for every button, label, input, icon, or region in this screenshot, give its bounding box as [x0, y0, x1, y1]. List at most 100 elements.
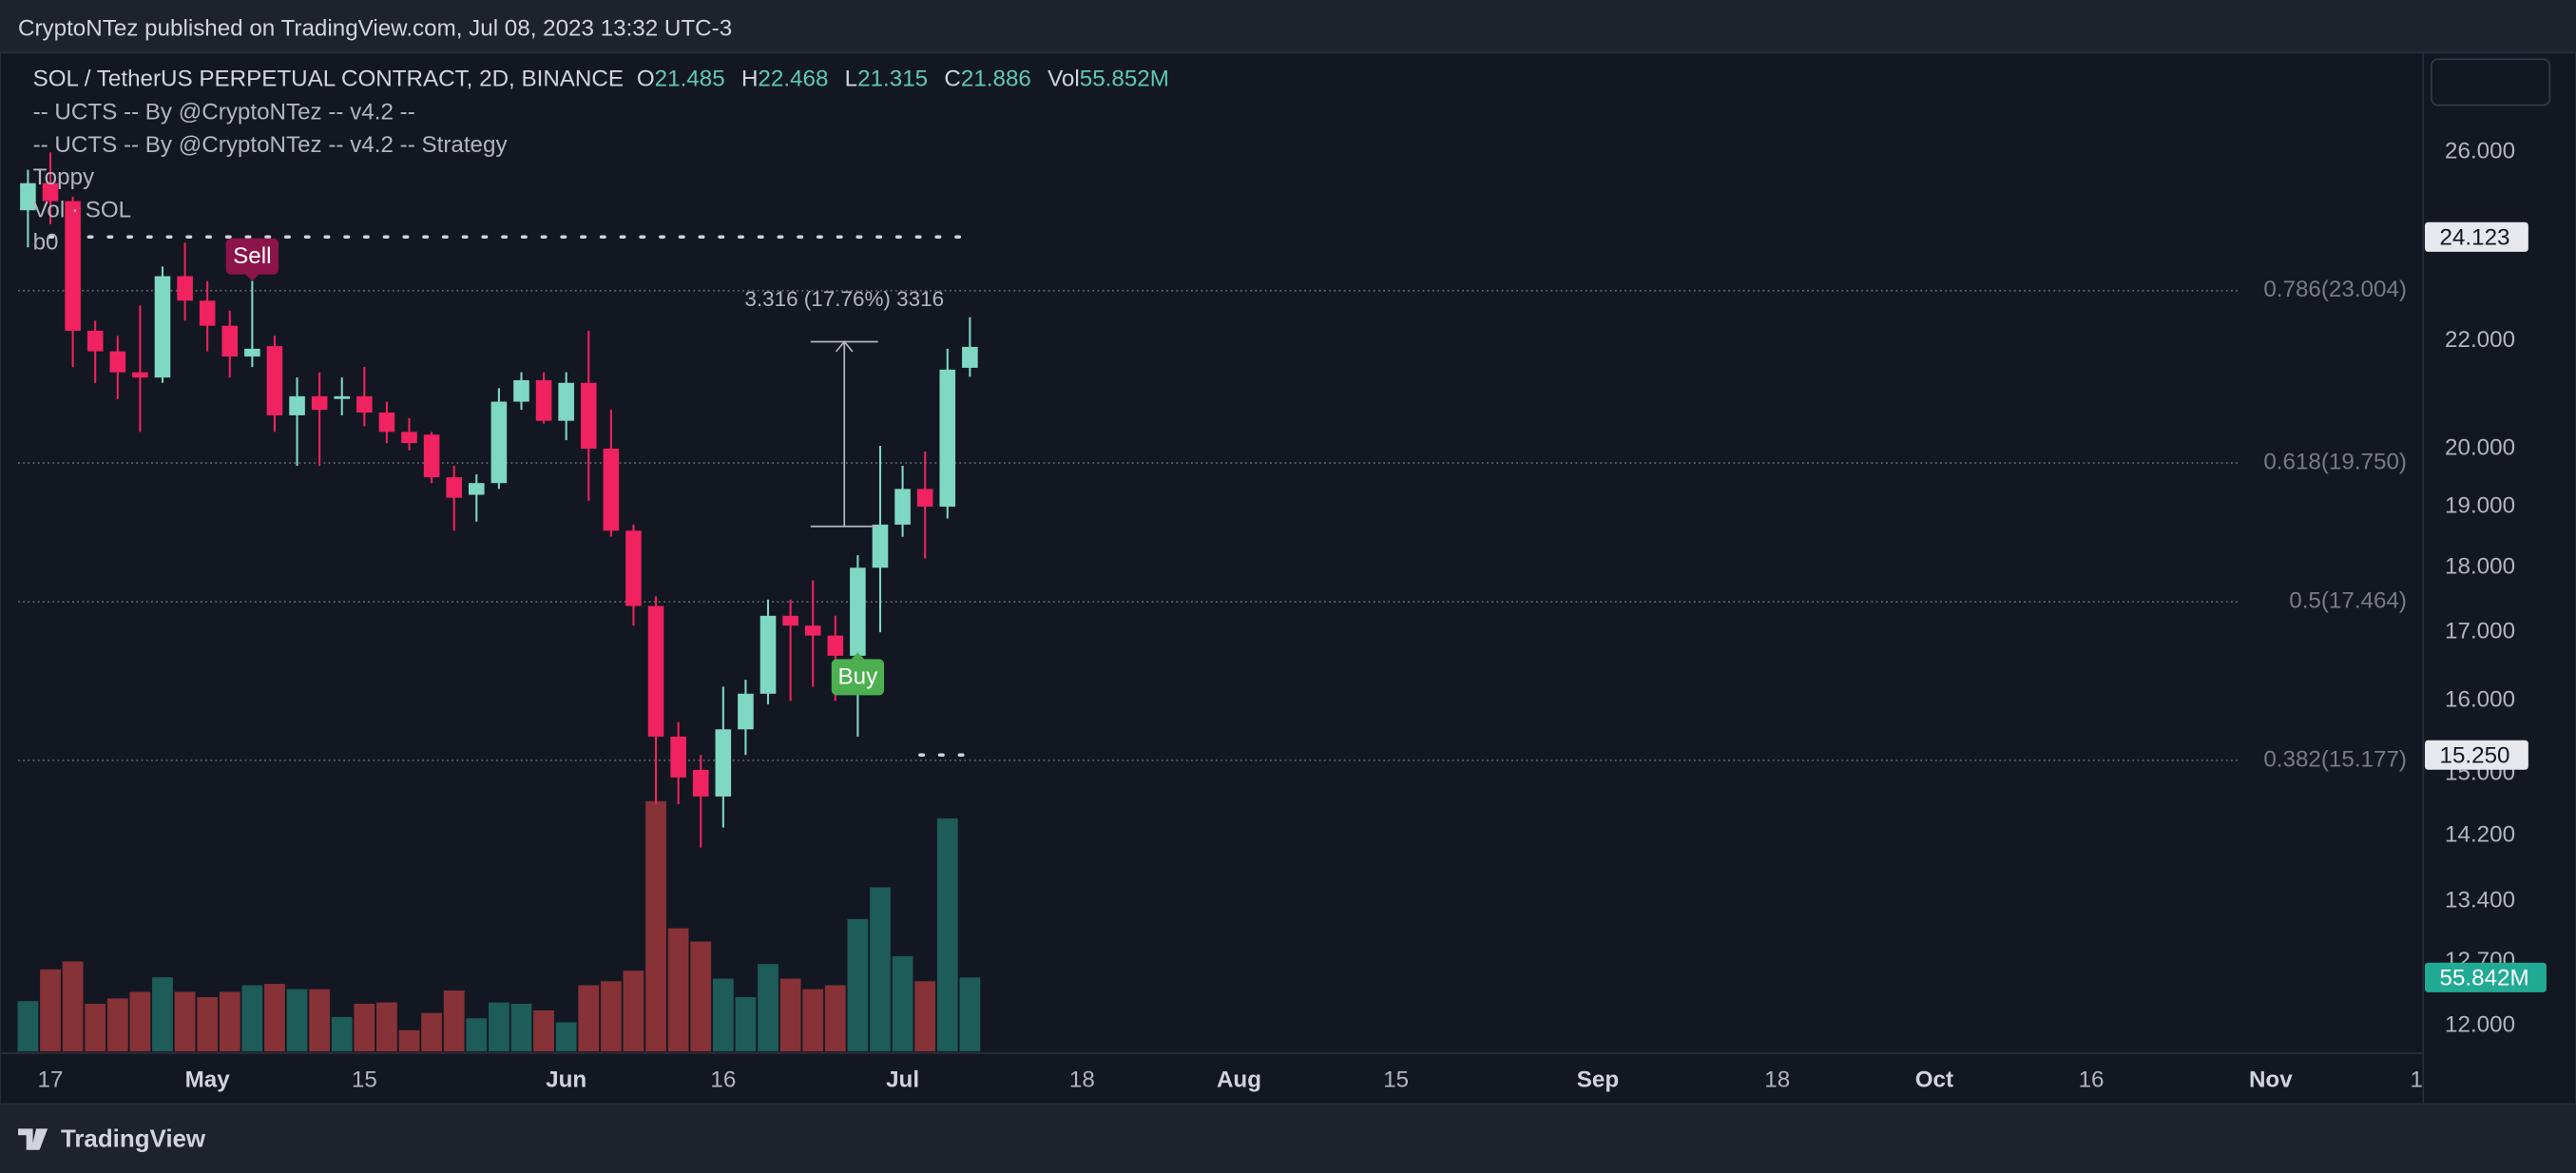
- signal-label: Sell: [233, 243, 271, 269]
- candle-body: [782, 615, 798, 626]
- candle-body: [87, 330, 104, 352]
- volume-bar: [443, 990, 465, 1052]
- candle-body: [872, 524, 889, 568]
- volume-bar: [398, 1029, 420, 1052]
- volume-bar: [62, 961, 84, 1052]
- volume-bar: [712, 978, 734, 1052]
- legend-title: SOL / TetherUS PERPETUAL CONTRACT, 2D, B…: [33, 67, 624, 92]
- volume-bar: [914, 981, 936, 1052]
- candle-body: [109, 351, 126, 373]
- volume-bar: [331, 1016, 353, 1052]
- volume-bar: [735, 997, 757, 1052]
- indicator-label: Toppy: [33, 164, 95, 190]
- candle-body: [356, 395, 373, 413]
- volume-bar: [555, 1022, 577, 1052]
- y-tick-label: 16.000: [2445, 687, 2515, 713]
- volume-bar: [85, 1003, 106, 1052]
- legend-value: 21.485: [655, 67, 725, 92]
- measure-label: 3.316 (17.76%) 3316: [744, 287, 944, 311]
- volume-bar: [802, 989, 824, 1052]
- plot-area: [17, 152, 2238, 1052]
- price-axis-tag: [2424, 221, 2528, 252]
- candle-body: [738, 693, 754, 730]
- x-tick-label: 16: [2079, 1067, 2105, 1093]
- candle-body: [670, 736, 686, 778]
- candle-body: [154, 276, 171, 378]
- y-tick-label: 13.400: [2445, 887, 2515, 913]
- indicator-label: Vol · SOL: [33, 197, 132, 222]
- volume-bar: [623, 971, 644, 1052]
- candle-body: [378, 413, 395, 433]
- y-tick-label: 19.000: [2445, 492, 2515, 518]
- x-tick-label: Jul: [886, 1067, 919, 1093]
- volume-bar: [264, 984, 285, 1052]
- candle-body: [266, 346, 283, 415]
- volume-bar: [219, 991, 240, 1052]
- volume-bar: [847, 918, 869, 1052]
- x-tick-label: Nov: [2249, 1067, 2293, 1093]
- volume-bar: [690, 941, 712, 1052]
- signal-box: [225, 238, 279, 275]
- volume-bar: [197, 997, 219, 1052]
- volume-bar: [667, 928, 689, 1052]
- candle-body: [625, 530, 642, 606]
- y-tick-label: 20.000: [2445, 434, 2515, 460]
- volume-bar: [824, 985, 846, 1052]
- volume-bar: [106, 998, 128, 1052]
- candle-body: [221, 325, 239, 357]
- legend-key: C: [944, 67, 960, 92]
- x-tick-label: Aug: [1217, 1067, 1261, 1093]
- candle-body: [244, 348, 260, 357]
- fib-label: 0.618(19.750): [2263, 449, 2407, 474]
- y-tick-label: 12.000: [2445, 1011, 2515, 1037]
- scale-button[interactable]: [2431, 58, 2551, 106]
- volume-bar: [510, 1003, 532, 1052]
- volume-bar: [376, 1002, 397, 1052]
- x-tick-label: Sep: [1577, 1067, 1619, 1093]
- candle-body: [199, 300, 216, 326]
- volume-bar: [129, 991, 151, 1052]
- x-tick-label: 18: [1764, 1067, 1790, 1093]
- volume-bar: [174, 991, 196, 1052]
- volume-bar: [40, 969, 61, 1052]
- volume-bar: [892, 955, 913, 1052]
- volume-bar: [533, 1010, 554, 1052]
- candle-body: [468, 483, 485, 495]
- legend: SOL / TetherUS PERPETUAL CONTRACT, 2D, B…: [33, 67, 1169, 92]
- volume-bar: [488, 1002, 509, 1052]
- volume-axis-tag-label: 55.842M: [2440, 965, 2529, 990]
- volume-bar: [779, 978, 801, 1052]
- volume-bar: [870, 887, 891, 1052]
- volume-bar: [578, 985, 600, 1052]
- candle-body: [446, 477, 462, 498]
- volume-axis-tag: [2424, 962, 2547, 992]
- candle-body: [289, 395, 305, 415]
- candle-body: [647, 606, 664, 737]
- legend-key: H: [741, 67, 758, 92]
- chart-panel: [0, 51, 2576, 1106]
- candle-body: [580, 382, 597, 450]
- candle-body: [401, 432, 417, 444]
- candle-body: [759, 615, 777, 694]
- legend-value: 21.315: [857, 67, 928, 92]
- legend-key: L: [845, 67, 857, 92]
- candle-body: [715, 729, 732, 797]
- legend-key: Vol: [1048, 67, 1080, 92]
- tradingview-logo: TradingView: [18, 1125, 206, 1152]
- signal-box: [831, 659, 885, 696]
- publish-info: CryptoNTez published on TradingView.com,…: [18, 15, 732, 41]
- x-tick-label: 15: [1383, 1067, 1409, 1093]
- legend-key: O: [637, 67, 655, 92]
- volume-bar: [600, 981, 622, 1052]
- volume-bar: [17, 1001, 39, 1052]
- candle-body: [804, 625, 821, 636]
- candle-body: [939, 369, 956, 507]
- candle-body: [423, 434, 440, 478]
- overlay: 0.786(23.004) 0.618(19.750) 0.5(17.464) 0.3…: [33, 67, 2547, 1093]
- volume-bar: [309, 989, 331, 1052]
- y-tick-label: 18.000: [2445, 554, 2515, 580]
- candle-body: [42, 183, 59, 202]
- x-tick-label: 15: [352, 1067, 377, 1093]
